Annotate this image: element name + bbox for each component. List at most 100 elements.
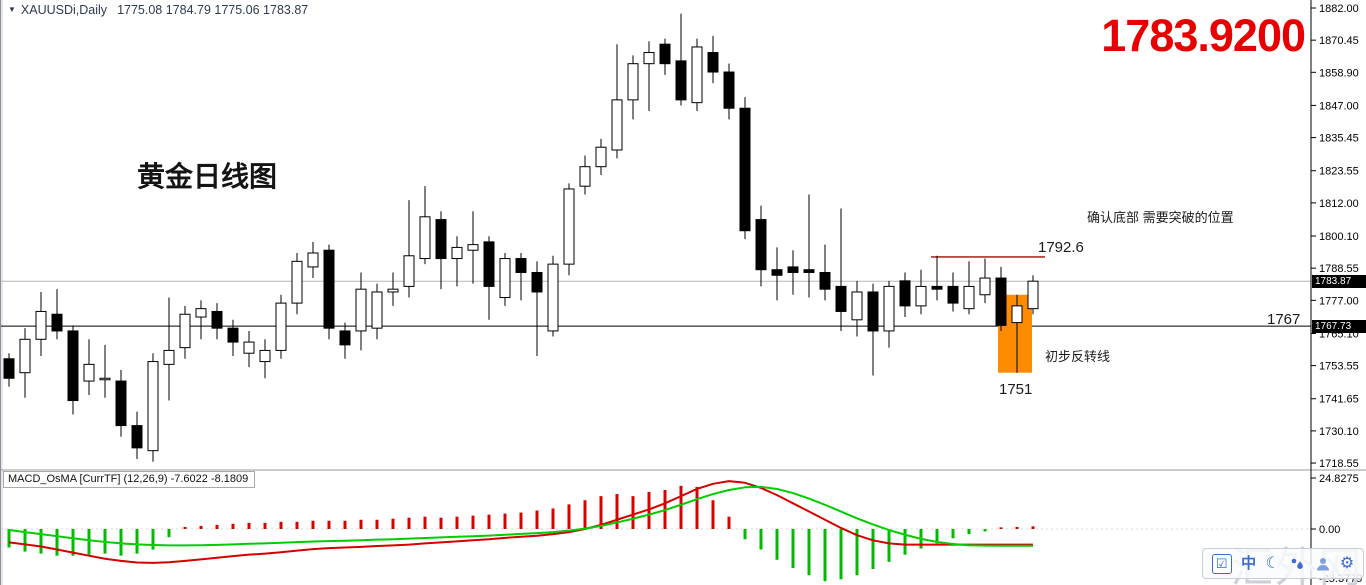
ink-drops-icon[interactable] xyxy=(1289,556,1305,572)
candle-body xyxy=(979,277,991,296)
candle-body xyxy=(387,288,399,293)
candle-body xyxy=(675,60,687,101)
macd-histogram-bar xyxy=(7,529,11,548)
candle-body xyxy=(771,269,783,276)
macd-axis-label: 0.00 xyxy=(1319,524,1340,536)
macd-histogram-bar xyxy=(359,519,363,529)
macd-histogram-bar xyxy=(1015,526,1019,529)
candle-body xyxy=(627,63,639,101)
candle-body xyxy=(35,310,47,340)
macd-histogram-bar xyxy=(167,529,171,538)
candle-body xyxy=(99,377,111,381)
candle-body xyxy=(211,310,223,329)
macd-histogram-bar xyxy=(343,520,347,529)
candle-body xyxy=(323,249,335,329)
price-axis-label: 1730.10 xyxy=(1319,426,1359,438)
candle-body xyxy=(803,269,815,273)
candle-body xyxy=(371,291,383,329)
macd-histogram-bar xyxy=(295,521,299,529)
candle-body xyxy=(419,216,431,260)
candle-body xyxy=(131,425,143,449)
macd-histogram-bar xyxy=(791,529,795,569)
macd-histogram-bar xyxy=(583,500,587,529)
macd-histogram-bar xyxy=(455,516,459,529)
price-axis-label: 1788.55 xyxy=(1319,263,1359,275)
macd-histogram-bar xyxy=(551,508,555,529)
macd-histogram-bar xyxy=(119,529,123,556)
candle-body xyxy=(995,277,1007,326)
macd-histogram-bar xyxy=(151,529,155,550)
macd-histogram-bar xyxy=(871,529,875,570)
candle-body xyxy=(691,46,703,104)
price-axis-label: 1858.90 xyxy=(1319,67,1359,79)
macd-histogram-bar xyxy=(423,516,427,529)
resistance-level-label: 1792.6 xyxy=(1038,239,1084,256)
candle-body xyxy=(531,271,543,293)
translate-icon[interactable]: 中 xyxy=(1241,555,1257,572)
macd-histogram-bar xyxy=(39,529,43,554)
gear-icon[interactable]: ⚙ xyxy=(1339,554,1355,572)
macd-histogram-bar xyxy=(263,522,267,529)
candle-body xyxy=(723,71,735,109)
macd-histogram-bar xyxy=(615,494,619,529)
current-price-readout: 1783.9200 xyxy=(1101,10,1306,61)
macd-histogram-bar xyxy=(311,520,315,529)
macd-histogram-bar xyxy=(55,529,59,556)
macd-histogram-bar xyxy=(599,496,603,529)
candle-body xyxy=(339,330,351,346)
macd-histogram-bar xyxy=(535,510,539,529)
screenshot-check-icon[interactable]: ☑ xyxy=(1211,553,1232,574)
moon-icon[interactable]: ☾ xyxy=(1265,554,1280,572)
person-icon[interactable] xyxy=(1315,556,1331,572)
candle-body xyxy=(707,52,719,73)
price-axis-label: 1835.45 xyxy=(1319,133,1359,145)
macd-histogram-bar xyxy=(711,500,715,529)
candle-body xyxy=(595,146,607,168)
candle-body xyxy=(403,255,415,287)
candle-body xyxy=(355,288,367,332)
macd-axis-label: 24.8275 xyxy=(1319,473,1359,485)
macd-histogram-bar xyxy=(375,519,379,529)
candle-body xyxy=(115,380,127,427)
macd-indicator-title: MACD_OsMA [CurrTF] (12,26,9) -7.6022 -8.… xyxy=(3,471,256,488)
hline-price-axis-tag: 1767.73 xyxy=(1312,320,1366,333)
macd-histogram-bar xyxy=(487,514,491,529)
ohlc-values: 1775.08 1784.79 1775.06 1783.87 xyxy=(117,3,309,17)
candle-body xyxy=(931,285,943,290)
candle-body xyxy=(563,188,575,265)
candle-body xyxy=(915,285,927,307)
macd-histogram-bar xyxy=(983,529,987,532)
macd-histogram-bar xyxy=(231,523,235,529)
macd-histogram-bar xyxy=(727,516,731,529)
candle-body xyxy=(243,341,255,354)
macd-histogram-bar xyxy=(247,522,251,529)
symbol-dropdown-icon[interactable]: ▼ xyxy=(8,5,16,14)
candle-body xyxy=(227,327,239,343)
candle-body xyxy=(963,285,975,310)
macd-fast-line xyxy=(8,480,1033,564)
candle-body xyxy=(163,349,175,365)
price-axis-label: 1718.55 xyxy=(1319,458,1359,470)
candle-body xyxy=(51,313,63,332)
current-price-axis-tag: 1783.87 xyxy=(1312,275,1366,288)
candle-body xyxy=(19,338,31,374)
candle-body xyxy=(451,246,463,260)
candle-body xyxy=(819,271,831,290)
overlay-toolbar[interactable]: ☑ 中 ☾ ⚙ xyxy=(1202,548,1364,579)
candle-body xyxy=(883,285,895,332)
price-axis-label: 1800.10 xyxy=(1319,231,1359,243)
candle-body xyxy=(787,266,799,273)
macd-histogram-bar xyxy=(775,529,779,560)
candle-body xyxy=(835,285,847,312)
price-axis-label: 1882.00 xyxy=(1319,3,1359,15)
macd-histogram-bar xyxy=(23,529,27,552)
candle-body xyxy=(739,107,751,232)
macd-histogram-bar xyxy=(135,529,139,554)
price-axis-label: 1823.55 xyxy=(1319,166,1359,178)
macd-histogram-bar xyxy=(951,529,955,539)
macd-histogram-bar xyxy=(903,529,907,555)
candle-body xyxy=(547,263,559,332)
candle-body xyxy=(867,291,879,332)
